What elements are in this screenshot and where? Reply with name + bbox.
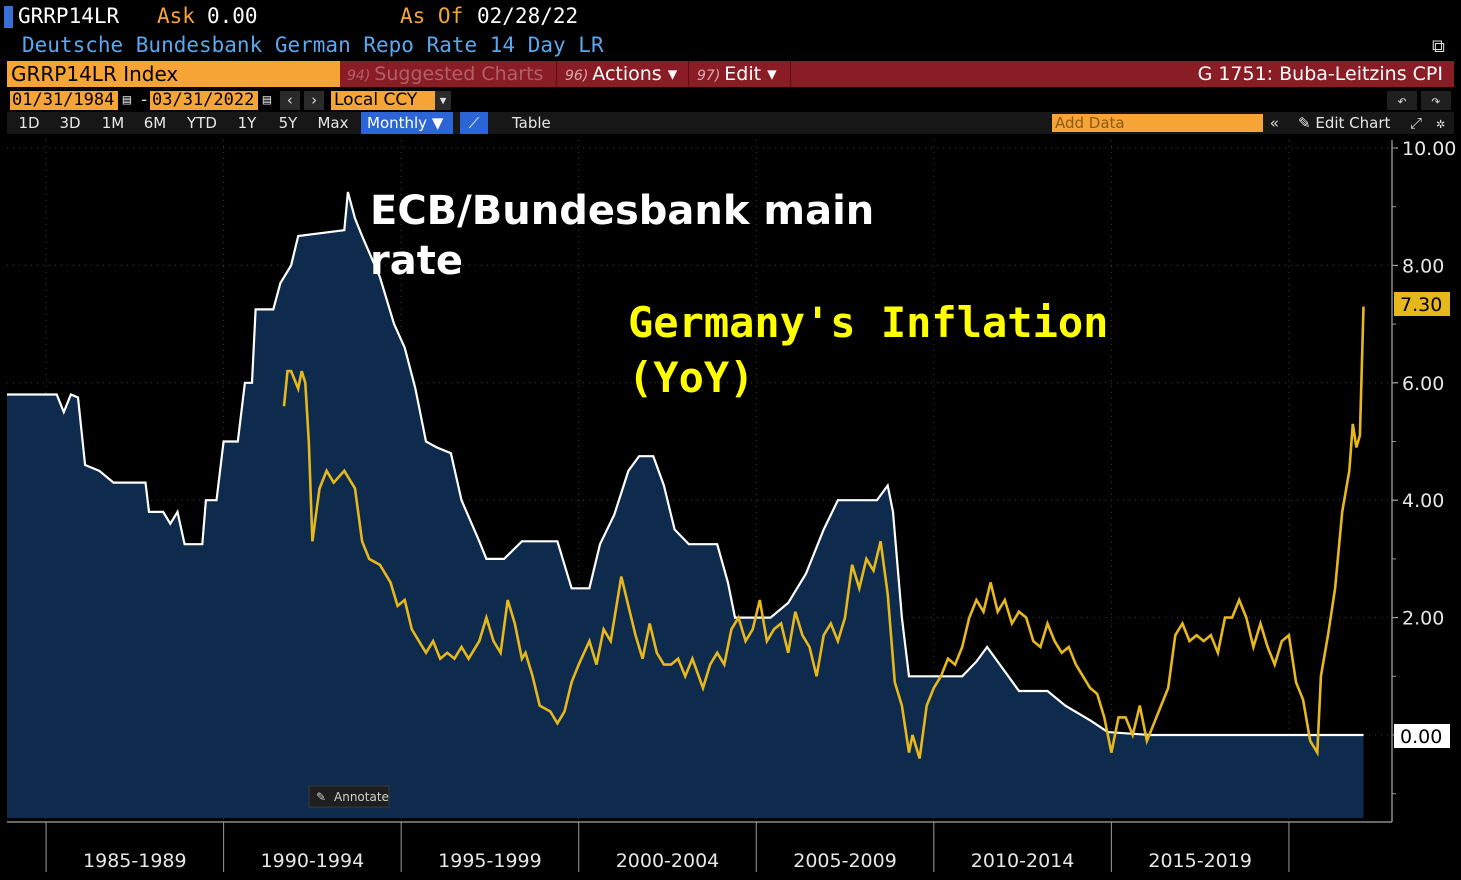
period-3d[interactable]: 3D (59, 114, 81, 132)
rate-area-fill (7, 192, 1364, 818)
chart-title: G 1751: Buba-Leitzins CPI (1197, 63, 1443, 85)
suggested-charts-label: Suggested Charts (374, 63, 544, 85)
edit-menu-button[interactable]: 97) Edit ▾ (691, 61, 791, 87)
rate-series-line (7, 191, 1364, 737)
period-1d[interactable]: 1D (18, 114, 40, 132)
asof-value: 02/28/22 (477, 4, 579, 28)
expand-icon[interactable]: ⤢ (1410, 114, 1423, 132)
y-tick-label: 8.00 (1402, 255, 1444, 277)
period-1y[interactable]: 1Y (237, 114, 257, 132)
annotate-button[interactable] (308, 785, 390, 808)
edit-chart-button[interactable]: ✎ Edit Chart (1298, 112, 1390, 134)
x-tick-label: 1995-1999 (438, 850, 542, 872)
x-tick-label: 2010-2014 (971, 850, 1075, 872)
suggested-charts-button[interactable]: 94) Suggested Charts (341, 61, 557, 87)
actions-label: Actions ▾ (592, 63, 678, 85)
rate-last-value-badge (1394, 724, 1450, 748)
edit-label: Edit ▾ (724, 63, 777, 85)
security-index-field[interactable]: GRRP14LR Index (7, 61, 340, 87)
chevron-right-icon[interactable]: › (304, 91, 324, 110)
period-1m[interactable]: 1M (101, 114, 125, 132)
edit-number: 97) (697, 68, 721, 84)
popout-icon[interactable]: ⧉ (1432, 36, 1445, 57)
inflation-last-value: 7.30 (1400, 294, 1442, 316)
rate-annotation-line2: rate (370, 238, 463, 284)
x-tick-label: 2000-2004 (616, 850, 720, 872)
end-date-input[interactable]: 03/31/2022 (150, 91, 258, 110)
edit-chart-label: Edit Chart (1315, 114, 1391, 132)
pencil-icon: ✎ (1298, 114, 1316, 132)
x-axis-ticks: 1985-1989 1990-1994 1995-1999 2000-2004 2005… (45, 822, 1290, 872)
table-button[interactable]: Table (512, 114, 551, 132)
pencil-icon: ✎ (316, 790, 326, 804)
asof-label: As Of (400, 4, 464, 28)
add-data-input[interactable]: Add Data (1052, 114, 1263, 132)
security-description: Deutsche Bundesbank German Repo Rate 14 … (22, 33, 604, 57)
y-tick-label: 4.00 (1402, 490, 1444, 512)
rate-last-value: 0.00 (1400, 726, 1442, 748)
ask-label: Ask (157, 4, 195, 28)
period-6m[interactable]: 6M (143, 114, 167, 132)
frequency-select[interactable]: Monthly ▼ (361, 112, 453, 134)
x-tick-label: 1985-1989 (83, 850, 187, 872)
y-axis-ticks: 10.00 8.00 6.00 4.00 2.00 (1392, 138, 1456, 795)
actions-number: 96) (565, 68, 589, 84)
suggested-charts-number: 94) (347, 68, 371, 84)
ticker-marker (4, 6, 13, 28)
calendar-icon[interactable]: ▤ (122, 92, 132, 108)
inflation-annotation-line2: (YoY) (628, 353, 754, 402)
period-max[interactable]: Max (317, 114, 349, 132)
period-ytd[interactable]: YTD (187, 114, 217, 132)
calendar-icon[interactable]: ▤ (262, 92, 272, 108)
y-tick-label: 10.00 (1402, 138, 1456, 160)
inflation-series-line (282, 306, 1365, 759)
ask-value: 0.00 (207, 4, 258, 28)
chevron-down-icon[interactable]: ▼ (435, 91, 451, 110)
inflation-last-value-badge (1394, 292, 1450, 316)
period-5y[interactable]: 5Y (278, 114, 298, 132)
rate-annotation-line1: ECB/Bundesbank main (370, 188, 874, 234)
gear-icon[interactable]: ✲ (1436, 114, 1446, 132)
currency-select[interactable]: Local CCY (331, 91, 435, 110)
x-tick-label: 1990-1994 (261, 850, 365, 872)
annotate-label: Annotate (334, 790, 389, 804)
undo-icon[interactable]: ↶ (1387, 91, 1417, 110)
redo-icon[interactable]: ↷ (1421, 91, 1451, 110)
collapse-icon[interactable]: « (1270, 114, 1280, 132)
actions-menu-button[interactable]: 96) Actions ▾ (559, 61, 689, 87)
x-tick-label: 2005-2009 (793, 850, 897, 872)
y-tick-label: 6.00 (1402, 373, 1444, 395)
line-chart-icon[interactable]: ⟋ (460, 112, 488, 134)
start-date-input[interactable]: 01/31/1984 (10, 91, 118, 110)
x-tick-label: 2015-2019 (1148, 850, 1252, 872)
date-range-separator: - (139, 90, 150, 110)
ticker-symbol: GRRP14LR (18, 4, 120, 28)
inflation-annotation-line1: Germany's Inflation (628, 298, 1108, 347)
chevron-left-icon[interactable]: ‹ (280, 91, 300, 110)
y-tick-label: 2.00 (1402, 608, 1444, 630)
